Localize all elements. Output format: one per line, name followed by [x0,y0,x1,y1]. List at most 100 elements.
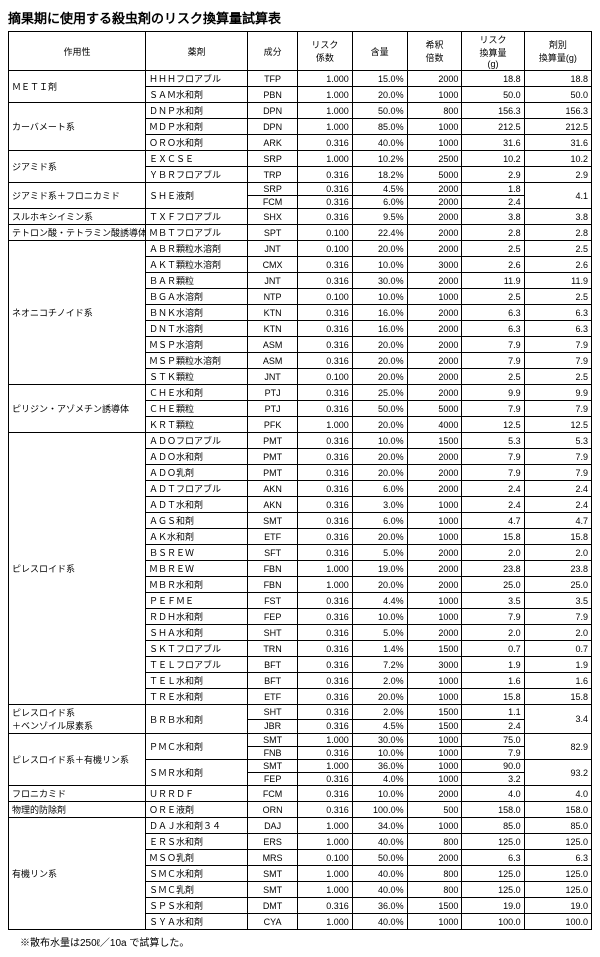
data-cell: 3000 [407,657,462,673]
data-cell: TFP [248,71,298,87]
data-cell: 50.0% [352,103,407,119]
drug-cell: ＳＫＴフロアブル [146,641,248,657]
data-cell: 0.100 [297,850,352,866]
data-cell: JNT [248,369,298,385]
data-cell: AKN [248,497,298,513]
data-cell: 6.0% [352,513,407,529]
total-cell: 7.9 [524,353,591,369]
total-cell: 100.0 [524,914,591,930]
data-cell: 4.0 [462,786,524,802]
data-cell: DPN [248,119,298,135]
data-cell: 1.000 [297,417,352,433]
data-cell: 0.316 [297,802,352,818]
table-row: ＭＥＴＩ剤ＨＨＨフロアブルTFP1.00015.0%200018.818.8 [9,71,592,87]
data-cell: PFK [248,417,298,433]
data-cell: 2.4 [462,481,524,497]
data-cell: 0.316 [297,465,352,481]
drug-cell: ＳＭＲ水和剤 [146,760,248,786]
col-header: 薬剤 [146,32,248,71]
data-cell: FBN [248,561,298,577]
total-cell: 5.3 [524,433,591,449]
data-cell: 11.9 [462,273,524,289]
data-cell: FCM [248,196,298,209]
data-cell: 0.316 [297,305,352,321]
data-cell: 0.316 [297,513,352,529]
data-cell: 4.5% [352,183,407,196]
data-cell: 0.316 [297,135,352,151]
category-cell: フロニカミド [9,786,146,802]
data-cell: 1500 [407,433,462,449]
data-cell: 2.0% [352,705,407,720]
data-cell: DAJ [248,818,298,834]
data-cell: 50.0 [462,87,524,103]
data-cell: 0.316 [297,773,352,786]
data-cell: 0.100 [297,225,352,241]
total-cell: 3.4 [524,705,591,734]
data-cell: 2000 [407,786,462,802]
category-cell: スルホキシイミン系 [9,209,146,225]
data-cell: 75.0 [462,734,524,747]
data-cell: 2000 [407,321,462,337]
drug-cell: ＫＲＴ顆粒 [146,417,248,433]
data-cell: 2000 [407,353,462,369]
data-cell: CYA [248,914,298,930]
data-cell: PTJ [248,385,298,401]
data-cell: 5000 [407,167,462,183]
total-cell: 11.9 [524,273,591,289]
data-cell: 30.0% [352,734,407,747]
data-cell: 1.000 [297,760,352,773]
data-cell: 0.316 [297,689,352,705]
total-cell: 2.5 [524,289,591,305]
data-cell: 2.4 [462,497,524,513]
data-cell: 2000 [407,577,462,593]
drug-cell: ＳＭＣ水和剤 [146,866,248,882]
drug-cell: ＨＨＨフロアブル [146,71,248,87]
data-cell: 15.8 [462,689,524,705]
drug-cell: ＡＫＴ顆粒水溶剤 [146,257,248,273]
data-cell: 0.316 [297,257,352,273]
data-cell: 2000 [407,625,462,641]
total-cell: 15.8 [524,529,591,545]
total-cell: 125.0 [524,834,591,850]
data-cell: 22.4% [352,225,407,241]
total-cell: 2.0 [524,625,591,641]
data-cell: 2.4 [462,196,524,209]
data-cell: 2000 [407,183,462,196]
data-cell: 5.0% [352,545,407,561]
data-cell: 1.000 [297,87,352,103]
drug-cell: ＭＢＲ水和剤 [146,577,248,593]
data-cell: SMT [248,734,298,747]
drug-cell: ＢＡＲ顆粒 [146,273,248,289]
data-cell: 50.0% [352,401,407,417]
data-cell: 16.0% [352,305,407,321]
data-cell: 0.316 [297,401,352,417]
data-cell: 0.316 [297,385,352,401]
data-cell: 18.2% [352,167,407,183]
total-cell: 2.9 [524,167,591,183]
data-cell: 1.000 [297,577,352,593]
col-header: リスク係数 [297,32,352,71]
data-cell: 800 [407,834,462,850]
data-cell: 0.316 [297,321,352,337]
data-cell: 20.0% [352,689,407,705]
data-cell: 1000 [407,529,462,545]
total-cell: 9.9 [524,385,591,401]
drug-cell: ＢＧＡ水溶剤 [146,289,248,305]
data-cell: 10.0% [352,257,407,273]
data-cell: 0.316 [297,593,352,609]
data-cell: 2000 [407,545,462,561]
data-cell: 2000 [407,305,462,321]
data-cell: 1.4% [352,641,407,657]
data-cell: 10.0% [352,786,407,802]
data-cell: 36.0% [352,898,407,914]
data-cell: 85.0% [352,119,407,135]
data-cell: 1500 [407,719,462,734]
data-cell: TRN [248,641,298,657]
category-cell: ジアミド系＋フロニカミド [9,183,146,209]
data-cell: 500 [407,802,462,818]
data-cell: 0.316 [297,183,352,196]
data-cell: 1.000 [297,834,352,850]
data-cell: 0.316 [297,747,352,760]
category-cell: ＭＥＴＩ剤 [9,71,146,103]
data-cell: 20.0% [352,465,407,481]
